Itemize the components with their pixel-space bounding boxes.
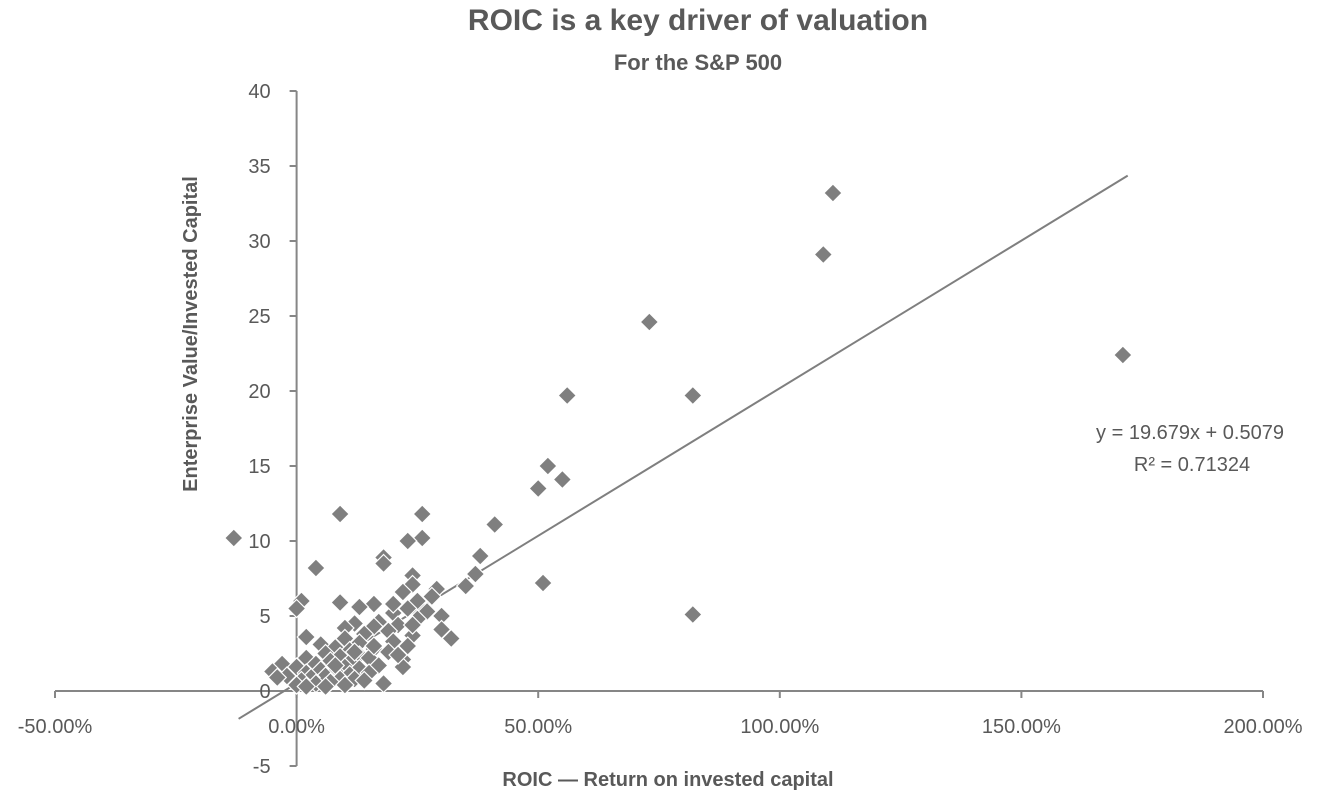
data-point — [344, 642, 365, 662]
data-point — [397, 598, 418, 619]
y-tick-label: 30 — [248, 231, 270, 253]
data-point — [388, 645, 408, 665]
trendline-equation: y = 19.679x + 0.5079 — [1096, 422, 1284, 444]
y-tick-label: 5 — [259, 606, 270, 628]
axes: -5 0 5 10 15 20 25 30 35 40 -50.00% 0.00% 50.00% 100.… — [18, 81, 1303, 778]
data-point — [813, 244, 834, 265]
data-point — [538, 456, 558, 476]
y-tick-label: 15 — [248, 456, 270, 478]
x-tick-label: 200.00% — [1224, 716, 1303, 738]
data-point — [373, 553, 394, 574]
data-point — [397, 531, 418, 551]
data-point — [682, 604, 703, 625]
y-tick-label: 25 — [248, 306, 270, 328]
data-points — [223, 183, 1133, 697]
data-point — [330, 504, 350, 524]
data-point — [267, 667, 288, 688]
data-point — [315, 676, 336, 697]
data-point — [296, 676, 317, 697]
data-point — [364, 594, 384, 614]
data-point — [393, 582, 413, 602]
y-tick-label: 20 — [248, 381, 270, 403]
y-tick-label: 40 — [248, 81, 270, 103]
data-point — [223, 528, 244, 548]
chart-subtitle: For the S&P 500 — [614, 50, 782, 75]
x-tick-label: 50.00% — [504, 716, 572, 738]
data-point — [296, 627, 317, 647]
y-axis-label: Enterprise Value/Invested Capital — [180, 176, 202, 492]
data-point — [441, 628, 462, 649]
data-point — [557, 385, 578, 406]
x-tick-label: 100.00% — [740, 716, 819, 738]
data-point — [455, 576, 476, 596]
data-point — [484, 514, 505, 535]
data-point — [402, 615, 423, 635]
chart-title: ROIC is a key driver of valuation — [468, 4, 928, 37]
data-point — [639, 312, 660, 332]
y-tick-label: 0 — [259, 681, 270, 703]
data-point — [533, 573, 553, 593]
data-point — [682, 385, 703, 406]
y-tick-label: 10 — [248, 531, 270, 553]
data-point — [552, 469, 573, 490]
data-point — [465, 564, 486, 584]
data-point — [373, 673, 394, 694]
data-point — [412, 504, 433, 524]
y-tick-label: -5 — [253, 756, 271, 778]
data-point — [364, 636, 384, 656]
x-tick-label: 150.00% — [982, 716, 1061, 738]
x-tick-label: 0.00% — [268, 716, 325, 738]
data-point — [330, 592, 350, 613]
data-point — [335, 675, 355, 695]
y-tick-label: 35 — [248, 156, 270, 178]
trendline-r-squared: R² = 0.71324 — [1134, 454, 1250, 476]
data-point — [349, 597, 370, 617]
data-point — [286, 598, 307, 619]
data-point — [823, 183, 843, 203]
x-tick-label: -50.00% — [18, 716, 93, 738]
data-point — [470, 546, 491, 566]
trendline-group — [238, 174, 1129, 720]
data-point — [325, 655, 346, 676]
data-point — [528, 478, 549, 499]
data-point — [1113, 345, 1133, 365]
data-point — [383, 594, 404, 614]
x-axis-label: ROIC — Return on invested capital — [502, 769, 833, 791]
data-point — [422, 586, 442, 607]
data-point — [306, 558, 326, 578]
trendline — [238, 174, 1129, 720]
data-point — [412, 528, 433, 548]
data-point — [354, 670, 375, 691]
